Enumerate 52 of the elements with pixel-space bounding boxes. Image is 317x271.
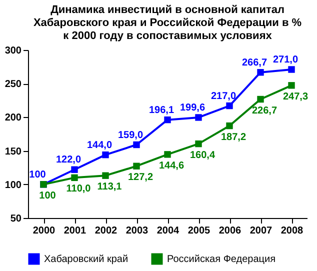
x-tick-label: 2000 <box>32 226 56 236</box>
data-label: 100 <box>29 169 46 180</box>
point <box>288 66 295 73</box>
data-label: 110,0 <box>66 184 92 195</box>
x-tick-label: 2001 <box>64 226 87 236</box>
point <box>226 102 233 110</box>
data-label: 160,4 <box>190 150 216 161</box>
point <box>133 141 140 148</box>
y-tick-label: 250 <box>4 79 22 90</box>
data-label: 196,1 <box>148 104 174 116</box>
point <box>164 151 171 158</box>
point <box>195 140 202 148</box>
point <box>257 96 264 103</box>
point <box>133 162 140 170</box>
point <box>102 172 109 179</box>
chart-title: Динамика инвестиций в основной капитал Хабаровского края и Российской Федерации в % к 2000 году в сопоставимых условиях <box>33 4 302 42</box>
data-label: 100 <box>39 190 56 202</box>
data-label: 199,6 <box>180 102 206 114</box>
legend-label: Российская Федерация <box>167 254 276 265</box>
point <box>71 174 78 182</box>
x-tick-label: 2003 <box>126 226 149 236</box>
data-label: 113,1 <box>97 182 122 193</box>
point <box>164 116 171 124</box>
y-tick-label: 300 <box>4 46 22 56</box>
data-label: 226,7 <box>252 105 278 116</box>
y-tick-label: 50 <box>10 214 22 224</box>
point <box>288 82 295 89</box>
data-label: 266,7 <box>242 57 268 68</box>
data-label: 217,0 <box>210 90 236 102</box>
x-tick-label: 2007 <box>250 226 273 236</box>
data-label: 159,0 <box>118 130 144 141</box>
data-label: 187,2 <box>220 132 246 143</box>
y-tick-label: 200 <box>4 112 22 124</box>
data-label: 122,0 <box>56 154 82 166</box>
x-tick-label: 2004 <box>156 226 180 236</box>
y-tick-label: 100 <box>4 180 22 191</box>
point <box>226 122 233 130</box>
data-label: 271,0 <box>272 54 298 66</box>
point <box>257 69 264 76</box>
data-label: 144,6 <box>158 160 184 172</box>
point <box>195 114 202 121</box>
x-tick-label: 2002 <box>94 226 118 236</box>
point <box>102 151 109 158</box>
x-tick-label: 2005 <box>188 226 211 236</box>
data-label: 127,2 <box>128 172 154 184</box>
x-tick-label: 2006 <box>218 226 242 236</box>
y-tick-label: 150 <box>4 146 22 158</box>
data-label: 247,3 <box>282 91 308 102</box>
legend-label: Хабаровский край <box>44 254 128 265</box>
data-label: 144,0 <box>86 140 112 151</box>
x-tick-label: 2008 <box>280 226 304 236</box>
point <box>71 166 78 173</box>
